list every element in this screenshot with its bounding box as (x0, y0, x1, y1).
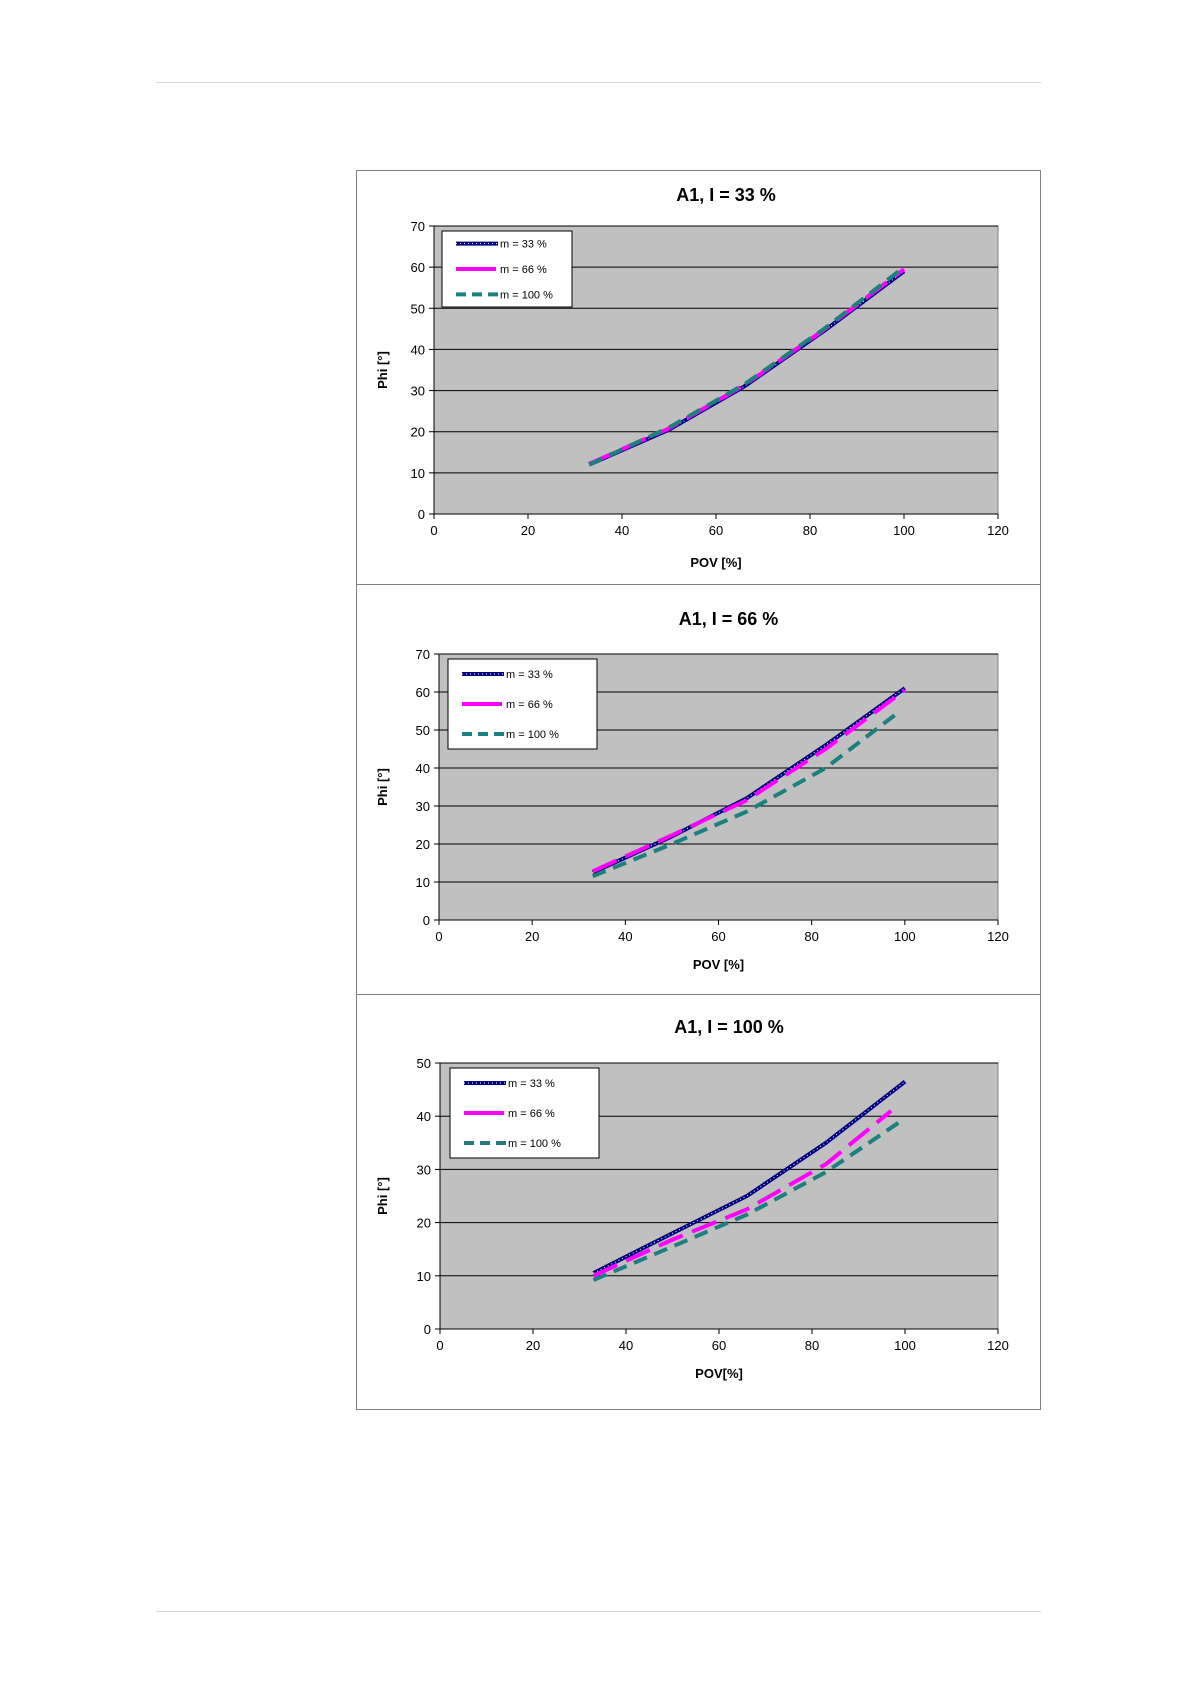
y-tick-label: 40 (416, 761, 430, 776)
chart-svg: A1, I = 100 % 0 10 20 30 40 50 0 20 40 60 80 100 120 P… (375, 1017, 1009, 1381)
y-tick-label: 50 (416, 723, 430, 738)
y-tick-label: 50 (411, 301, 425, 316)
chart-title: A1, I = 33 % (676, 185, 776, 205)
y-tick-label: 20 (416, 837, 430, 852)
x-axis-label: POV[%] (695, 1366, 743, 1381)
x-axis-label: POV [%] (693, 957, 744, 972)
y-tick-label: 60 (411, 260, 425, 275)
y-tick-label: 10 (411, 466, 425, 481)
x-axis-label: POV [%] (690, 555, 741, 570)
y-tick-label: 40 (411, 342, 425, 357)
chart-title: A1, I = 66 % (679, 609, 779, 629)
y-tick-label: 0 (424, 1322, 431, 1337)
y-tick-label: 30 (417, 1162, 431, 1177)
y-axis-label: Phi [°] (375, 1177, 390, 1215)
header-rule (156, 82, 1041, 83)
x-tick-label: 80 (803, 523, 817, 538)
y-tick-label: 0 (418, 507, 425, 522)
legend-label: m = 100 % (508, 1138, 561, 1150)
y-tick-label: 10 (416, 875, 430, 890)
chart-panel-2: A1, I = 66 % 0 10 20 30 40 50 60 70 0 20 40 60 80 100 1… (357, 584, 1040, 995)
series-line-3 (591, 709, 902, 879)
x-tick-label: 40 (618, 929, 632, 944)
chart-panel-3: A1, I = 100 % 0 10 20 30 40 50 0 20 40 60 80 100 120 P… (357, 994, 1040, 1409)
x-tick-label: 40 (615, 523, 629, 538)
x-tick-label: 100 (893, 523, 915, 538)
x-tick-label: 0 (430, 523, 437, 538)
chart-svg: A1, I = 33 % 0 10 20 30 40 50 60 70 0 20 40 60 80 100 1… (375, 185, 1009, 570)
x-tick-label: 120 (987, 929, 1009, 944)
y-tick-label: 70 (411, 219, 425, 234)
x-tick-label: 120 (987, 523, 1009, 538)
legend-label: m = 100 % (506, 729, 559, 741)
series-line-3 (592, 1119, 902, 1282)
chart-panel-1: A1, I = 33 % 0 10 20 30 40 50 60 70 0 20 40 60 80 100 1… (357, 171, 1040, 585)
y-tick-label: 30 (416, 799, 430, 814)
series-line-2 (591, 688, 907, 874)
y-tick-label: 20 (411, 425, 425, 440)
x-tick-label: 60 (711, 929, 725, 944)
x-tick-label: 100 (894, 929, 916, 944)
y-tick-label: 50 (417, 1056, 431, 1071)
series-line-pattern (593, 1081, 906, 1274)
y-axis-label: Phi [°] (375, 768, 390, 806)
x-tick-label: 20 (521, 523, 535, 538)
y-tick-label: 10 (417, 1269, 431, 1284)
legend-label: m = 33 % (506, 669, 553, 681)
legend-label: m = 33 % (500, 239, 547, 251)
x-tick-label: 0 (436, 1338, 443, 1353)
legend-label: m = 33 % (508, 1078, 555, 1090)
figure-frame: A1, I = 33 % 0 10 20 30 40 50 60 70 0 20 40 60 80 100 1… (356, 170, 1041, 1410)
series-line-2 (588, 267, 906, 466)
x-tick-label: 20 (525, 929, 539, 944)
legend-label: m = 66 % (506, 699, 553, 711)
legend-label: m = 66 % (500, 264, 547, 276)
y-tick-label: 30 (411, 384, 425, 399)
x-tick-label: 40 (619, 1338, 633, 1353)
x-tick-label: 120 (987, 1338, 1009, 1353)
y-axis-label: Phi [°] (375, 351, 390, 389)
legend-label: m = 100 % (500, 289, 553, 301)
y-tick-label: 0 (423, 913, 430, 928)
x-tick-label: 60 (709, 523, 723, 538)
x-tick-label: 0 (435, 929, 442, 944)
y-tick-label: 60 (416, 685, 430, 700)
series-line-2 (592, 1109, 893, 1278)
y-tick-label: 70 (416, 647, 430, 662)
y-tick-label: 40 (417, 1109, 431, 1124)
x-tick-label: 80 (805, 1338, 819, 1353)
x-tick-label: 20 (526, 1338, 540, 1353)
x-tick-label: 60 (712, 1338, 726, 1353)
footer-rule (156, 1611, 1041, 1612)
chart-svg: A1, I = 66 % 0 10 20 30 40 50 60 70 0 20 40 60 80 100 1… (375, 609, 1009, 972)
x-tick-label: 80 (804, 929, 818, 944)
chart-title: A1, I = 100 % (674, 1017, 784, 1037)
legend-label: m = 66 % (508, 1108, 555, 1120)
x-tick-label: 100 (894, 1338, 916, 1353)
y-tick-label: 20 (417, 1216, 431, 1231)
